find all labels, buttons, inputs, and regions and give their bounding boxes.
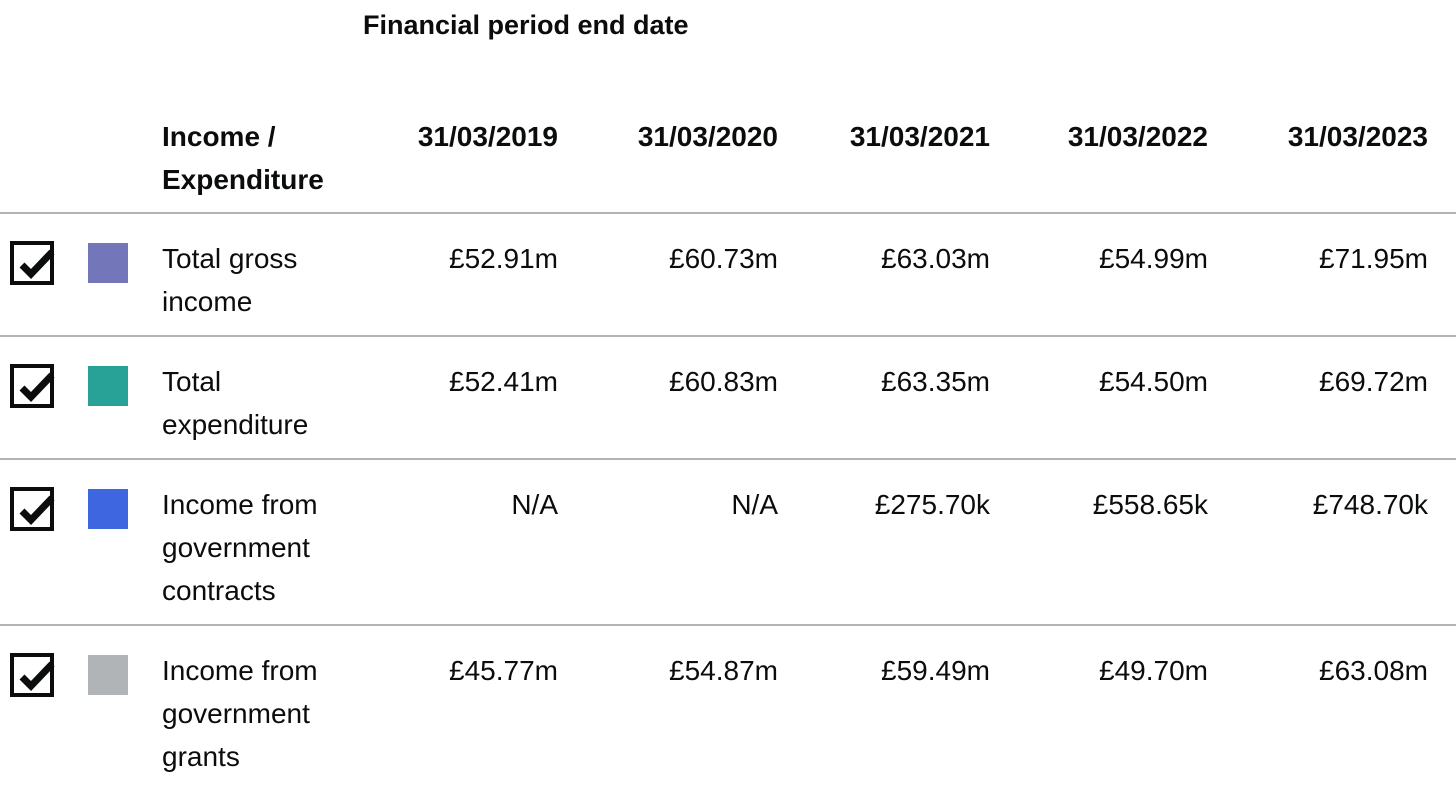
value-cell: £558.65k — [1092, 489, 1208, 520]
value-cell: £748.70k — [1312, 489, 1428, 520]
checkbox-cell — [10, 483, 88, 543]
value-cell: £49.70m — [1099, 655, 1208, 686]
series-checkbox-total-expenditure[interactable] — [10, 364, 55, 408]
column-header-date-2019: 31/03/2019 — [417, 121, 558, 152]
value-cell: £60.83m — [669, 366, 778, 397]
value-cell: £52.41m — [449, 366, 558, 397]
table-title: Financial period end date — [363, 10, 689, 40]
series-label: Income from government grants — [162, 655, 318, 772]
value-cell: £59.49m — [881, 655, 990, 686]
value-cell: N/A — [511, 489, 558, 520]
value-cell: £69.72m — [1319, 366, 1428, 397]
value-cell: N/A — [731, 489, 778, 520]
table-row-total-expenditure: Total expenditure £52.41m £60.83m £63.35… — [0, 337, 1456, 460]
table-header-row: Income / Expenditure 31/03/2019 31/03/20… — [0, 115, 1456, 214]
series-label: Income from government contracts — [162, 489, 318, 606]
series-checkbox-income-government-contracts[interactable] — [10, 487, 55, 531]
check-icon — [19, 372, 55, 403]
value-cell: £63.35m — [881, 366, 990, 397]
series-label: Total gross income — [162, 243, 298, 317]
swatch-cell — [88, 237, 162, 295]
column-header-date-2022: 31/03/2022 — [1067, 121, 1208, 152]
checkbox-cell — [10, 360, 88, 420]
value-cell: £54.87m — [669, 655, 778, 686]
column-header-income-expenditure: Income / Expenditure — [162, 121, 324, 195]
series-color-swatch — [88, 366, 128, 406]
series-label: Total expenditure — [162, 366, 309, 440]
financial-history-table: Financial period end date Income / Expen… — [0, 8, 1456, 787]
series-color-swatch — [88, 655, 128, 695]
series-color-swatch — [88, 489, 128, 529]
value-cell: £63.03m — [881, 243, 990, 274]
check-icon — [19, 249, 55, 280]
value-cell: £275.70k — [874, 489, 990, 520]
column-header-date-2023: 31/03/2023 — [1287, 121, 1428, 152]
checkbox-cell — [10, 237, 88, 297]
column-header-date-2021: 31/03/2021 — [849, 121, 990, 152]
column-header-date-2020: 31/03/2020 — [637, 121, 778, 152]
series-checkbox-income-government-grants[interactable] — [10, 653, 55, 697]
table-row-total-gross-income: Total gross income £52.91m £60.73m £63.0… — [0, 214, 1456, 337]
value-cell: £54.99m — [1099, 243, 1208, 274]
value-cell: £63.08m — [1319, 655, 1428, 686]
value-cell: £60.73m — [669, 243, 778, 274]
check-icon — [19, 661, 55, 692]
series-checkbox-total-gross-income[interactable] — [10, 241, 55, 285]
value-cell: £45.77m — [449, 655, 558, 686]
table-row-income-government-grants: Income from government grants £45.77m £5… — [0, 626, 1456, 787]
swatch-cell — [88, 649, 162, 707]
series-color-swatch — [88, 243, 128, 283]
value-cell: £52.91m — [449, 243, 558, 274]
swatch-cell — [88, 483, 162, 541]
value-cell: £54.50m — [1099, 366, 1208, 397]
table-row-income-government-contracts: Income from government contracts N/A N/A… — [0, 460, 1456, 626]
checkbox-cell — [10, 649, 88, 709]
swatch-cell — [88, 360, 162, 418]
check-icon — [19, 495, 55, 526]
value-cell: £71.95m — [1319, 243, 1428, 274]
